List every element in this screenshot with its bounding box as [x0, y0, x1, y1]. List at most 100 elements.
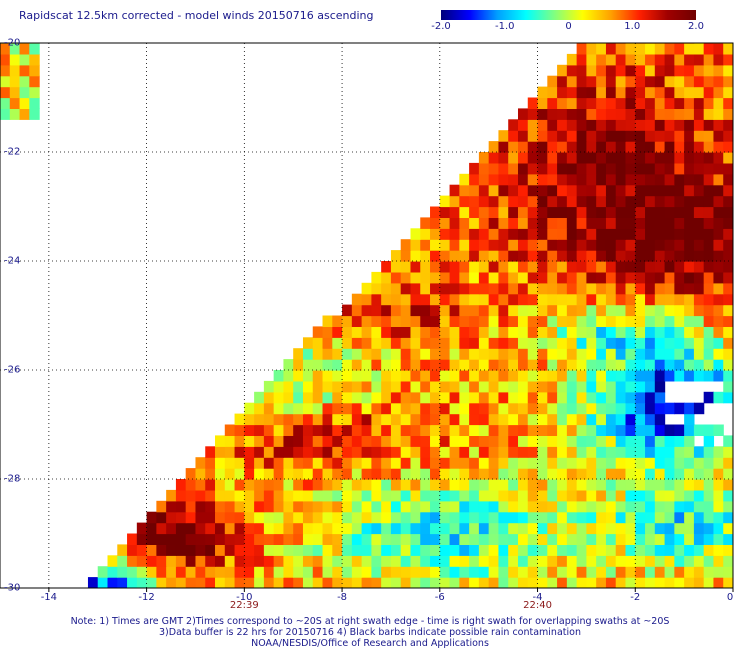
- heatmap-cell: [664, 577, 675, 588]
- heatmap-cell: [312, 566, 324, 578]
- heatmap-cell: [576, 108, 587, 120]
- y-tick-label: -30: [4, 582, 21, 594]
- heatmap-cell: [537, 435, 548, 447]
- heatmap-cell: [596, 293, 607, 306]
- heatmap-cell: [146, 566, 157, 578]
- heatmap-cell: [596, 261, 607, 273]
- heatmap-cell: [684, 228, 695, 240]
- heatmap-cell: [322, 315, 333, 327]
- heatmap-cell: [645, 228, 656, 240]
- heatmap-cell: [723, 566, 733, 578]
- heatmap-cell: [361, 446, 372, 458]
- heatmap-cell: [263, 457, 275, 469]
- heatmap-cell: [361, 370, 372, 382]
- heatmap-cell: [605, 86, 617, 99]
- heatmap-cell: [332, 577, 343, 588]
- heatmap-cell: [420, 239, 431, 251]
- heatmap-cell: [254, 413, 265, 426]
- heatmap-cell: [420, 261, 431, 273]
- heatmap-cell: [449, 239, 460, 251]
- heatmap-cell: [654, 391, 666, 404]
- heatmap-cell: [645, 479, 656, 491]
- heatmap-cell: [517, 239, 529, 251]
- heatmap-cell: [390, 489, 402, 502]
- heatmap-cell: [693, 577, 705, 588]
- heatmap-cell: [488, 479, 500, 491]
- heatmap-cell: [351, 424, 363, 436]
- heatmap-cell: [557, 250, 568, 262]
- heatmap-cell: [645, 500, 656, 513]
- heatmap-cell: [713, 566, 724, 578]
- heatmap-cell: [517, 184, 529, 197]
- heatmap-cell: [361, 326, 372, 338]
- heatmap-cell: [390, 326, 402, 338]
- heatmap-cell: [381, 282, 392, 295]
- heatmap-cell: [400, 402, 412, 415]
- heatmap-cell: [508, 271, 519, 284]
- heatmap-cell: [517, 457, 529, 469]
- heatmap-cell: [283, 446, 294, 458]
- heatmap-cell: [517, 577, 529, 588]
- heatmap-cell: [703, 130, 715, 142]
- heatmap-cell: [547, 239, 558, 251]
- heatmap-cell: [703, 337, 715, 349]
- heatmap-cell: [420, 348, 431, 360]
- heatmap-cell: [664, 315, 675, 327]
- heatmap-cell: [449, 315, 460, 327]
- heatmap-cell: [459, 326, 470, 338]
- heatmap-cell: [713, 533, 724, 545]
- heatmap-cell: [381, 315, 392, 327]
- heatmap-cell: [615, 217, 627, 229]
- heatmap-cell: [430, 261, 441, 273]
- heatmap-cell: [459, 533, 470, 545]
- heatmap-cell: [566, 64, 578, 77]
- heatmap-cell: [586, 282, 597, 295]
- heatmap-cell: [469, 577, 480, 588]
- heatmap-cell: [684, 239, 695, 251]
- heatmap-cell: [566, 75, 578, 88]
- heatmap-cell: [723, 239, 733, 251]
- heatmap-cell: [0, 108, 11, 120]
- heatmap-cell: [557, 522, 568, 535]
- heatmap-cell: [586, 326, 597, 338]
- heatmap-cell: [635, 446, 646, 458]
- heatmap-cell: [566, 479, 578, 491]
- heatmap-cell: [557, 435, 568, 447]
- heatmap-cell: [674, 304, 685, 317]
- heatmap-cell: [87, 577, 99, 588]
- heatmap-cell: [273, 533, 285, 545]
- heatmap-cell: [684, 119, 695, 131]
- heatmap-cell: [625, 500, 636, 513]
- heatmap-cell: [420, 511, 431, 524]
- heatmap-cell: [645, 86, 656, 99]
- heatmap-cell: [302, 446, 314, 458]
- heatmap-cell: [283, 566, 294, 578]
- heatmap-cell: [723, 206, 733, 218]
- heatmap-cell: [605, 489, 617, 502]
- heatmap-cell: [723, 457, 733, 469]
- heatmap-cell: [371, 544, 382, 556]
- heatmap-cell: [615, 195, 627, 208]
- heatmap-cell: [537, 304, 548, 317]
- heatmap-cell: [557, 293, 568, 306]
- heatmap-cell: [596, 108, 607, 120]
- heatmap-cell: [557, 402, 568, 415]
- heatmap-cell: [312, 446, 324, 458]
- heatmap-cell: [713, 250, 724, 262]
- heatmap-cell: [449, 184, 460, 197]
- time-label: 22:39: [229, 600, 259, 611]
- heatmap-cell: [361, 489, 372, 502]
- heatmap-cell: [478, 402, 490, 415]
- heatmap-cell: [127, 555, 138, 567]
- heatmap-cell: [654, 479, 666, 491]
- heatmap-cell: [723, 315, 733, 327]
- heatmap-cell: [527, 402, 539, 415]
- heatmap-cell: [205, 566, 216, 578]
- heatmap-cell: [439, 217, 451, 229]
- heatmap-cell: [449, 479, 460, 491]
- heatmap-cell: [674, 500, 685, 513]
- heatmap-cell: [244, 435, 255, 447]
- heatmap-cell: [254, 577, 265, 588]
- heatmap-cell: [527, 304, 539, 317]
- heatmap-cell: [674, 293, 685, 306]
